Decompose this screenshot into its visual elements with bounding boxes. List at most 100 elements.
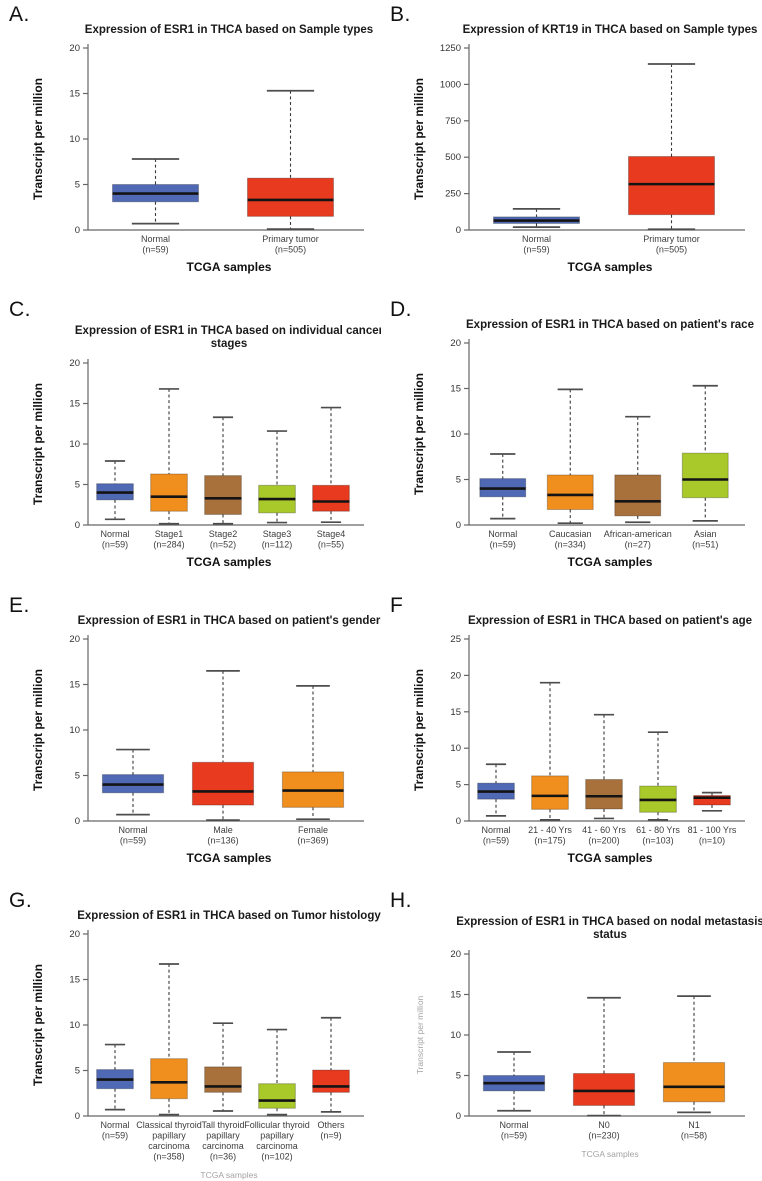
category-label: (n=103) (642, 835, 673, 845)
y-axis-tick-label: 15 (450, 706, 461, 717)
category-label: (n=200) (588, 835, 619, 845)
category-label: (n=36) (210, 1151, 236, 1161)
boxplot-chart: Expression of ESR1 in THCA based on noda… (415, 916, 762, 1159)
category-label: Stage2 (209, 529, 238, 539)
category-label: carcinoma (202, 1141, 244, 1151)
y-axis-label: Transcript per million (31, 78, 45, 200)
category-label: (n=10) (699, 835, 725, 845)
category-label: (n=102) (261, 1151, 292, 1161)
y-axis-tick-label: 10 (69, 439, 80, 450)
y-axis-tick-label: 5 (75, 770, 80, 781)
category-label: Primary tumor (262, 234, 319, 244)
y-axis-tick-label: 20 (450, 670, 461, 681)
category-label: (n=59) (483, 835, 509, 845)
panel-letter: F (390, 593, 404, 617)
category-label: (n=136) (207, 835, 238, 845)
y-axis-tick-label: 1250 (440, 43, 461, 54)
category-label: carcinoma (256, 1141, 298, 1151)
category-label: (n=58) (681, 1130, 707, 1140)
x-axis-label: TCGA samples (187, 260, 272, 274)
category-label: (n=358) (153, 1151, 184, 1161)
y-axis-tick-label: 5 (456, 1070, 461, 1081)
category-label: Normal (100, 1120, 129, 1130)
y-axis-tick-label: 15 (69, 399, 80, 410)
boxplot-chart: Expression of ESR1 in THCA based on pati… (412, 615, 752, 865)
y-axis-tick-label: 5 (456, 475, 461, 486)
boxplot-chart: Expression of ESR1 in THCA based on indi… (31, 325, 381, 569)
category-label: (n=27) (625, 540, 651, 550)
y-axis-tick-label: 0 (75, 225, 80, 236)
y-axis-label: Transcript per million (412, 668, 426, 790)
category-label: papillary (206, 1130, 240, 1140)
category-label: Classical thyroid (136, 1120, 202, 1130)
x-axis-label: TCGA samples (187, 851, 272, 865)
x-axis-label: TCGA samples (568, 260, 653, 274)
category-label: Primary tumor (643, 234, 700, 244)
category-label: papillary (152, 1130, 186, 1140)
category-label: (n=112) (262, 540, 293, 550)
chart-title: Expression of ESR1 in THCA based on Samp… (85, 24, 373, 36)
category-label: Stage1 (155, 529, 184, 539)
box-rect (150, 473, 188, 512)
y-axis-label: Transcript per million (412, 373, 426, 495)
panel-letter: B. (390, 3, 411, 26)
chart-title: Expression of ESR1 in THCA based on Tumo… (77, 910, 381, 922)
category-label: Normal (118, 825, 147, 835)
box-rect (312, 485, 350, 512)
chart-title: status (593, 929, 627, 941)
category-label: Stage3 (263, 529, 292, 539)
box-rect (681, 452, 729, 499)
y-axis-tick-label: 0 (75, 1111, 80, 1122)
boxplot-panel: G. Expression of ESR1 in THCA based on T… (0, 886, 381, 1181)
chart-title: Expression of ESR1 in THCA based on pati… (78, 615, 381, 627)
boxplot-panel: H. Expression of ESR1 in THCA based on n… (381, 886, 762, 1181)
category-label: (n=51) (692, 540, 718, 550)
category-label: 81 - 100 Yrs (688, 825, 737, 835)
category-label: (n=52) (210, 540, 236, 550)
category-label: (n=59) (102, 540, 128, 550)
boxplot-chart: Expression of KRT19 in THCA based on Sam… (412, 24, 757, 274)
y-axis-tick-label: 20 (450, 338, 461, 349)
y-axis-tick-label: 15 (69, 974, 80, 985)
y-axis-label: Transcript per million (412, 78, 426, 200)
y-axis-tick-label: 5 (75, 180, 80, 191)
boxplot-panel: D. Expression of ESR1 in THCA based on p… (381, 295, 762, 590)
category-label: Asian (694, 529, 717, 539)
y-axis-tick-label: 0 (75, 520, 80, 531)
y-axis-tick-label: 250 (445, 189, 461, 200)
box-rect (546, 474, 594, 511)
x-axis-label: TCGA samples (581, 1149, 638, 1159)
panel-letter: C. (9, 298, 31, 322)
y-axis-tick-label: 10 (450, 743, 461, 754)
boxplot-panel: F Expression of ESR1 in THCA based on pa… (381, 591, 762, 886)
y-axis-tick-label: 5 (75, 1065, 80, 1076)
category-label: carcinoma (148, 1141, 190, 1151)
box-rect (531, 774, 569, 810)
category-label: Female (298, 825, 328, 835)
box-rect (312, 1069, 350, 1093)
category-label: Tall thyroid (201, 1120, 244, 1130)
y-axis-label: Transcript per million (31, 383, 45, 505)
category-label: (n=175) (534, 835, 565, 845)
category-label: Others (317, 1120, 345, 1130)
box-rect (572, 1072, 636, 1106)
y-axis-tick-label: 5 (75, 480, 80, 491)
y-axis-tick-label: 750 (445, 116, 461, 127)
category-label: Male (213, 825, 233, 835)
box-rect (628, 155, 715, 216)
boxplot-chart: Expression of ESR1 in THCA based on pati… (412, 319, 754, 569)
y-axis-label: Transcript per million (31, 964, 45, 1086)
chart-title: Expression of ESR1 in THCA based on noda… (456, 916, 762, 928)
y-axis-label: Transcript per million (415, 995, 425, 1074)
category-label: (n=9) (320, 1130, 341, 1140)
category-label: papillary (260, 1130, 294, 1140)
category-label: African-american (604, 529, 672, 539)
x-axis-label: TCGA samples (200, 1170, 257, 1180)
category-label: (n=334) (555, 540, 586, 550)
y-axis-tick-label: 10 (69, 1020, 80, 1031)
box-rect (191, 761, 255, 806)
y-axis-tick-label: 10 (450, 429, 461, 440)
y-axis-label: Transcript per million (31, 668, 45, 790)
y-axis-tick-label: 0 (456, 520, 461, 531)
y-axis-tick-label: 1000 (440, 79, 461, 90)
